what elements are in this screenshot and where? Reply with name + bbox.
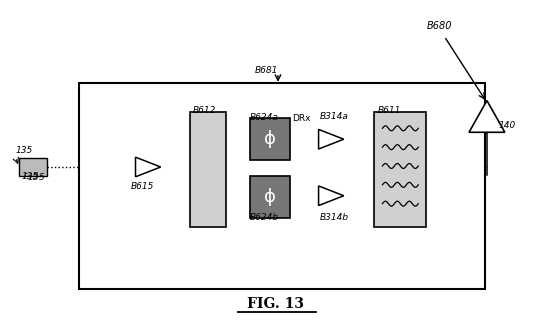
- Bar: [250, 176, 290, 217]
- Text: 135: 135: [21, 172, 39, 181]
- Bar: [191, 113, 226, 227]
- Polygon shape: [469, 101, 505, 132]
- Bar: [375, 113, 426, 227]
- Text: B611: B611: [377, 107, 401, 116]
- Bar: [250, 118, 290, 160]
- Polygon shape: [136, 157, 161, 177]
- Text: B314a: B314a: [320, 113, 349, 121]
- Text: B314b: B314b: [320, 213, 349, 221]
- Text: B624a: B624a: [250, 114, 279, 122]
- Text: ϕ: ϕ: [264, 130, 276, 148]
- Bar: [19, 158, 47, 176]
- Text: $\ulcorner$135: $\ulcorner$135: [23, 171, 46, 182]
- Text: B615: B615: [131, 182, 154, 191]
- Text: B612: B612: [192, 107, 216, 116]
- Text: 135: 135: [15, 146, 33, 155]
- Text: B681: B681: [255, 66, 278, 75]
- Text: DRx: DRx: [292, 115, 310, 123]
- Polygon shape: [318, 129, 344, 149]
- Text: B624b: B624b: [250, 213, 279, 221]
- Text: 140: 140: [499, 121, 516, 130]
- Polygon shape: [318, 186, 344, 206]
- Text: B680: B680: [427, 21, 453, 31]
- Text: FIG. 13: FIG. 13: [246, 297, 304, 311]
- Text: ϕ: ϕ: [264, 188, 276, 206]
- Bar: [79, 83, 485, 289]
